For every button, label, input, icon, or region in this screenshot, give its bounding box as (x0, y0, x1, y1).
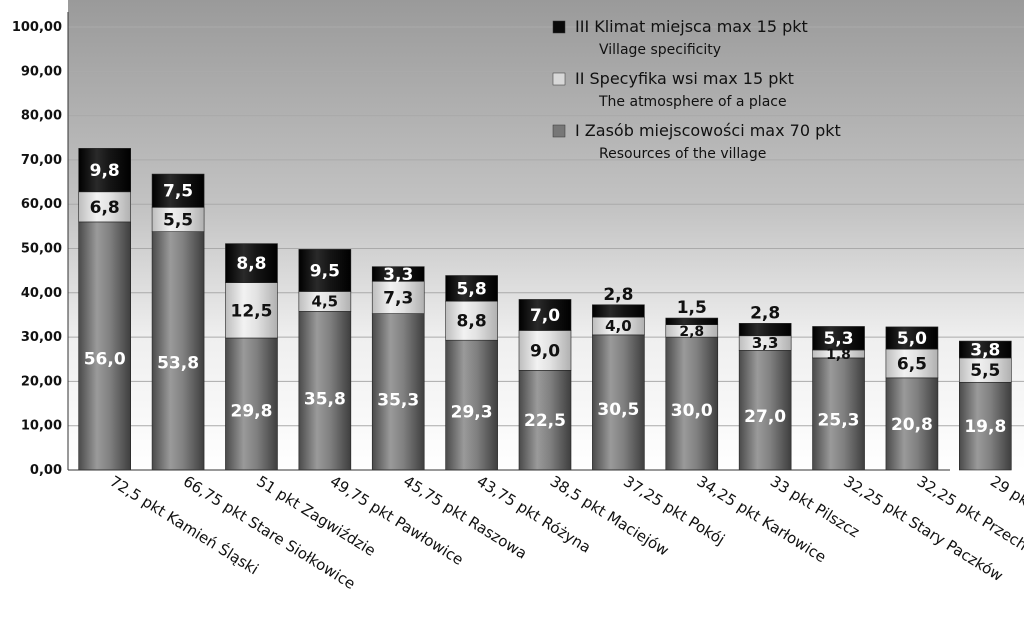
data-label-specificity: 6,5 (897, 354, 927, 374)
data-label-climate: 7,0 (530, 306, 560, 326)
legend-sublabel-climate: Village specificity (599, 42, 721, 58)
data-label-resources: 56,0 (84, 349, 126, 369)
bar-segment-specificity (885, 348, 939, 379)
data-label-climate: 5,8 (457, 279, 487, 299)
legend-sublabel-specificity: The atmosphere of a place (598, 94, 787, 110)
bar-segment-specificity (225, 282, 278, 339)
data-label-specificity: 5,5 (163, 210, 193, 230)
data-label-specificity: 12,5 (230, 301, 272, 321)
data-label-climate: 1,5 (677, 298, 707, 318)
bar-segment-climate (518, 299, 572, 331)
legend-label-resources: I Zasób miejscowości max 70 pkt (575, 121, 841, 140)
bar-segment-specificity (371, 280, 425, 314)
bar-segment-climate (298, 249, 352, 292)
y-tick-label: 20,00 (21, 374, 62, 389)
legend-label-climate: III Klimat miejsca max 15 pkt (575, 17, 808, 36)
data-label-specificity: 3,3 (752, 334, 779, 352)
data-label-resources: 30,0 (671, 401, 713, 421)
bar-segment-resources (738, 350, 792, 471)
bar-segment-resources (78, 221, 131, 471)
legend-swatch-climate (552, 20, 566, 34)
data-label-climate: 5,3 (823, 329, 853, 349)
x-tick-label: 38,5 pkt Maciejów (547, 472, 672, 560)
bar-segment-specificity (518, 330, 572, 371)
data-label-resources: 27,0 (744, 407, 786, 427)
data-label-resources: 29,3 (451, 403, 493, 423)
bar-segment-climate (812, 326, 865, 351)
bar-segment-resources (225, 337, 278, 471)
data-label-specificity: 7,3 (383, 288, 413, 308)
bar-segment-resources (959, 381, 1012, 471)
data-label-climate: 2,8 (603, 285, 633, 305)
bar-segment-climate (885, 326, 939, 350)
y-tick-label: 0,00 (30, 463, 62, 478)
data-label-climate: 8,8 (236, 254, 266, 274)
data-label-specificity: 1,8 (826, 347, 851, 363)
data-label-climate: 9,8 (90, 161, 120, 181)
bar-segment-resources (592, 334, 645, 471)
data-label-specificity: 9,0 (530, 341, 560, 361)
data-label-specificity: 8,8 (457, 312, 487, 332)
bar-segment-resources (151, 231, 205, 471)
y-tick-label: 40,00 (21, 286, 62, 301)
bar-segment-climate (78, 148, 131, 193)
data-label-resources: 25,3 (818, 411, 860, 431)
bar-segment-specificity (151, 207, 205, 232)
data-label-climate: 3,8 (970, 341, 1000, 361)
bar-segment-resources (371, 313, 425, 471)
bar-segment-climate (592, 304, 645, 318)
bar-segment-climate (151, 173, 205, 208)
data-label-specificity: 2,8 (679, 324, 704, 340)
data-label-resources: 53,8 (157, 354, 199, 374)
bar-segment-specificity (78, 191, 131, 223)
y-tick-label: 100,00 (12, 20, 62, 35)
bar-segment-climate (665, 317, 719, 325)
data-label-resources: 30,5 (597, 400, 639, 420)
data-label-specificity: 4,0 (605, 317, 632, 335)
y-tick-label: 30,00 (21, 330, 62, 345)
data-label-specificity: 4,5 (312, 292, 339, 310)
legend-label-specificity: II Specyfika wsi max 15 pkt (575, 69, 794, 88)
data-label-resources: 22,5 (524, 411, 566, 431)
bar-segment-climate (371, 266, 425, 282)
data-label-climate: 7,5 (163, 182, 193, 202)
data-label-specificity: 5,5 (970, 361, 1000, 381)
x-tick-label: 45,75 pkt Raszowa (400, 472, 530, 563)
bar-segment-specificity (445, 300, 498, 341)
data-label-climate: 5,0 (897, 329, 927, 349)
bar-segment-resources (445, 339, 498, 471)
legend-sublabel-resources: Resources of the village (599, 146, 766, 162)
bar-segment-climate (445, 275, 498, 302)
bar-segment-climate (959, 340, 1012, 359)
data-label-climate: 2,8 (750, 303, 780, 323)
bar-segment-resources (665, 336, 719, 471)
y-tick-label: 80,00 (21, 109, 62, 124)
data-label-resources: 35,8 (304, 390, 346, 410)
data-label-resources: 19,8 (964, 417, 1006, 437)
y-tick-label: 60,00 (21, 197, 62, 212)
data-label-specificity: 6,8 (90, 198, 120, 218)
y-tick-label: 70,00 (21, 153, 62, 168)
data-label-resources: 35,3 (377, 391, 419, 411)
legend-swatch-specificity (552, 72, 566, 86)
x-tick-label: 51 pkt Zagwiździe (253, 472, 379, 560)
y-tick-label: 50,00 (21, 242, 62, 257)
x-tick-label: 49,75 pkt Pawłowice (327, 472, 467, 569)
bar-segment-resources (298, 311, 352, 471)
data-label-resources: 29,8 (230, 402, 272, 422)
data-label-climate: 9,5 (310, 261, 340, 281)
bar-segment-specificity (959, 357, 1012, 383)
data-label-resources: 20,8 (891, 415, 933, 435)
legend-swatch-resources (552, 124, 566, 138)
y-tick-label: 90,00 (21, 64, 62, 79)
bar-segment-climate (738, 323, 792, 337)
x-tick-label: 34,25 pkt Karłowice (694, 472, 830, 566)
bar-segment-climate (225, 243, 278, 283)
data-label-climate: 3,3 (383, 265, 413, 285)
y-tick-label: 10,00 (21, 419, 62, 434)
